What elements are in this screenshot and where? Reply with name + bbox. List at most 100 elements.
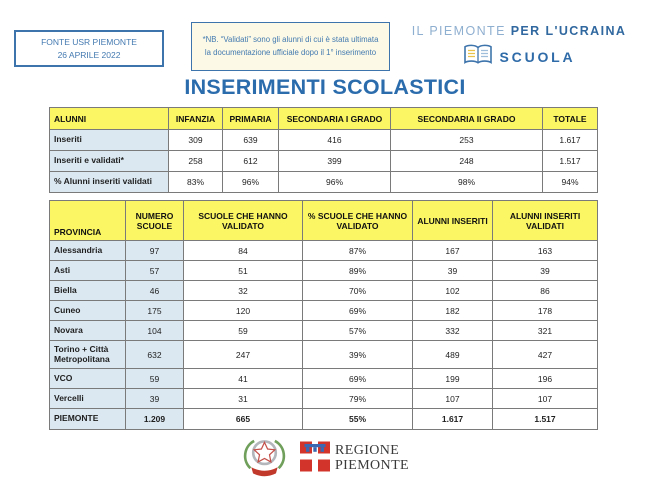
cell: 97 (125, 240, 184, 261)
brand-region: IL PIEMONTE (411, 24, 506, 38)
cell: 427 (492, 340, 598, 369)
cell: 86 (492, 280, 598, 301)
cell: 102 (412, 280, 493, 301)
cell: 96% (278, 171, 391, 193)
brand-subtitle: SCUOLA (396, 43, 642, 71)
cell: 41 (183, 368, 303, 389)
source-box: FONTE USR PIEMONTE 26 APRILE 2022 (14, 30, 164, 67)
column-header-provincia: PROVINCIA (49, 200, 126, 241)
province-header-row: PROVINCIA NUMERO SCUOLE SCUOLE CHE HANNO… (49, 200, 598, 241)
table-row: Inseriti 309 639 416 253 1.617 (49, 129, 598, 151)
open-book-icon (463, 43, 493, 71)
cell: 247 (183, 340, 303, 369)
province-label: Alessandria (49, 240, 126, 261)
source-line2: 26 APRILE 2022 (57, 49, 121, 60)
cell: 1.517 (542, 150, 598, 172)
cell: 46 (125, 280, 184, 301)
source-line1: FONTE USR PIEMONTE (41, 36, 137, 47)
cell: 55% (302, 408, 413, 430)
cell: 632 (125, 340, 184, 369)
cell: 178 (492, 300, 598, 321)
cell: 69% (302, 368, 413, 389)
italy-emblem-icon (241, 432, 288, 484)
footer-logos: REGIONE PIEMONTE (0, 432, 650, 484)
cell: 258 (168, 150, 223, 172)
table-row: Inseriti e validati* 258 612 399 248 1.5… (49, 150, 598, 172)
row-label: Inseriti e validati* (49, 150, 169, 172)
table-row: Biella 46 32 70% 102 86 (49, 280, 598, 301)
alunni-header-row: ALUNNI INFANZIA PRIMARIA SECONDARIA I GR… (49, 107, 598, 130)
province-label: Vercelli (49, 388, 126, 409)
cell: 332 (412, 320, 493, 341)
cell: 79% (302, 388, 413, 409)
column-header-secondaria-1: SECONDARIA I GRADO (278, 107, 391, 130)
cell: 665 (183, 408, 303, 430)
cell: 196 (492, 368, 598, 389)
brand-program: SCUOLA (499, 49, 576, 65)
province-label: Torino + Città Metropolitana (49, 340, 126, 369)
cell: 167 (412, 240, 493, 261)
table-row: Novara 104 59 57% 332 321 (49, 320, 598, 341)
cell: 1.209 (125, 408, 184, 430)
table-row: % Alunni inseriti validati 83% 96% 96% 9… (49, 171, 598, 193)
cell: 57 (125, 260, 184, 281)
cell: 253 (390, 129, 543, 151)
cell: 612 (222, 150, 279, 172)
row-label: % Alunni inseriti validati (49, 171, 169, 193)
cell: 489 (412, 340, 493, 369)
cell: 69% (302, 300, 413, 321)
cell: 39% (302, 340, 413, 369)
row-label: Inseriti (49, 129, 169, 151)
cell: 107 (412, 388, 493, 409)
cell: 1.517 (492, 408, 598, 430)
cell: 1.617 (542, 129, 598, 151)
column-header-totale: TOTALE (542, 107, 598, 130)
brand-campaign: PER L'UCRAINA (510, 24, 627, 38)
cell: 59 (125, 368, 184, 389)
cell: 1.617 (412, 408, 493, 430)
regione-piemonte-logo: REGIONE PIEMONTE (300, 441, 409, 477)
cell: 182 (412, 300, 493, 321)
table-row: Alessandria 97 84 87% 167 163 (49, 240, 598, 261)
province-label: Biella (49, 280, 126, 301)
cell: 94% (542, 171, 598, 193)
table-row-total: PIEMONTE 1.209 665 55% 1.617 1.517 (49, 408, 598, 430)
cell: 321 (492, 320, 598, 341)
regione-line1: REGIONE (335, 442, 400, 458)
cell: 639 (222, 129, 279, 151)
cell: 31 (183, 388, 303, 409)
cell: 32 (183, 280, 303, 301)
column-header-pct-scuole-validato: % SCUOLE CHE HANNO VALIDATO (302, 200, 413, 241)
cell: 70% (302, 280, 413, 301)
cell: 83% (168, 171, 223, 193)
province-label: Novara (49, 320, 126, 341)
piemonte-shield-icon (300, 441, 330, 477)
cell: 104 (125, 320, 184, 341)
column-header-secondaria-2: SECONDARIA II GRADO (390, 107, 543, 130)
cell: 96% (222, 171, 279, 193)
province-label: Asti (49, 260, 126, 281)
province-table: PROVINCIA NUMERO SCUOLE SCUOLE CHE HANNO… (49, 200, 598, 430)
cell: 89% (302, 260, 413, 281)
table-row: Cuneo 175 120 69% 182 178 (49, 300, 598, 321)
brand-logo: IL PIEMONTE PER L'UCRAINA SCUOLA (396, 24, 642, 71)
cell: 57% (302, 320, 413, 341)
province-label: VCO (49, 368, 126, 389)
table-row: VCO 59 41 69% 199 196 (49, 368, 598, 389)
cell: 399 (278, 150, 391, 172)
cell: 87% (302, 240, 413, 261)
cell: 175 (125, 300, 184, 321)
column-header-alunni-inseriti-validati: ALUNNI INSERITI VALIDATI (492, 200, 598, 241)
brand-title: IL PIEMONTE PER L'UCRAINA (396, 24, 642, 38)
alunni-table: ALUNNI INFANZIA PRIMARIA SECONDARIA I GR… (49, 107, 598, 193)
province-label: Cuneo (49, 300, 126, 321)
column-header-alunni-inseriti: ALUNNI INSERITI (412, 200, 493, 241)
cell: 84 (183, 240, 303, 261)
column-header-infanzia: INFANZIA (168, 107, 223, 130)
cell: 248 (390, 150, 543, 172)
cell: 98% (390, 171, 543, 193)
regione-logo-text: REGIONE PIEMONTE (335, 442, 409, 473)
column-header-alunni: ALUNNI (49, 107, 169, 130)
column-header-primaria: PRIMARIA (222, 107, 279, 130)
